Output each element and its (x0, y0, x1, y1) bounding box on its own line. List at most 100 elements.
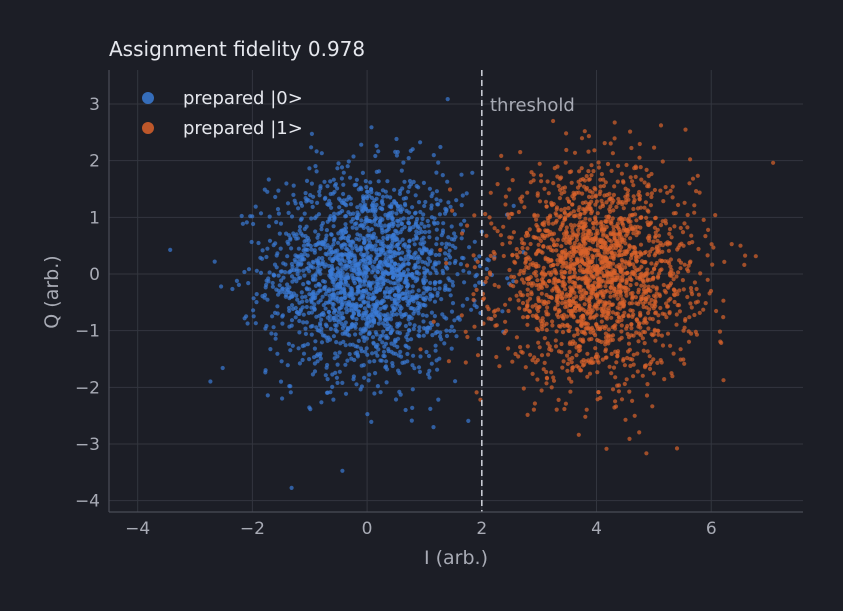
point-series-0 (385, 271, 390, 276)
point-series-0 (410, 387, 415, 392)
point-series-1 (697, 190, 702, 195)
point-series-0 (405, 284, 410, 289)
point-series-0 (236, 282, 241, 287)
point-series-0 (428, 271, 433, 276)
point-series-0 (378, 259, 383, 264)
point-series-1 (488, 190, 493, 195)
point-series-0 (340, 266, 345, 271)
point-series-1 (646, 310, 651, 316)
point-series-1 (575, 331, 580, 337)
point-series-1 (646, 222, 652, 228)
point-series-1 (532, 355, 537, 360)
point-series-0 (484, 266, 489, 272)
point-series-1 (624, 271, 629, 276)
point-series-1 (614, 275, 620, 281)
point-series-1 (584, 185, 590, 191)
point-series-0 (301, 268, 306, 273)
point-series-0 (370, 297, 375, 302)
point-series-0 (391, 275, 396, 280)
point-series-1 (628, 308, 633, 313)
point-series-0 (319, 340, 325, 345)
point-series-1 (600, 324, 605, 329)
point-series-0 (325, 202, 330, 207)
point-series-1 (605, 247, 611, 252)
point-series-1 (557, 323, 562, 329)
point-series-1 (578, 294, 584, 299)
point-series-0 (354, 236, 359, 241)
point-series-1 (651, 357, 656, 362)
point-series-0 (309, 131, 314, 136)
point-series-0 (461, 256, 466, 261)
point-series-1 (613, 399, 618, 404)
point-series-1 (580, 337, 586, 342)
point-series-1 (626, 314, 631, 319)
point-series-1 (496, 307, 501, 312)
point-series-1 (570, 202, 575, 207)
point-series-1 (542, 186, 547, 191)
point-series-0 (446, 252, 451, 257)
point-series-0 (331, 215, 336, 220)
point-series-0 (356, 187, 361, 192)
point-series-1 (553, 344, 559, 349)
point-series-0 (428, 326, 433, 331)
point-series-1 (500, 242, 505, 247)
point-series-1 (646, 284, 651, 289)
point-series-1 (632, 246, 638, 251)
point-series-1 (616, 389, 622, 394)
point-series-0 (421, 319, 426, 324)
point-series-0 (385, 228, 390, 233)
point-series-0 (368, 286, 373, 291)
point-series-1 (598, 257, 603, 262)
point-series-0 (278, 246, 283, 251)
point-series-1 (450, 208, 455, 213)
point-series-1 (565, 323, 570, 328)
point-series-1 (647, 301, 652, 306)
point-series-0 (315, 359, 320, 364)
point-series-0 (323, 291, 328, 297)
point-series-1 (601, 294, 606, 300)
point-series-0 (354, 317, 359, 322)
point-series-1 (611, 198, 616, 203)
point-series-1 (472, 213, 477, 218)
point-series-1 (707, 291, 712, 296)
point-series-0 (469, 307, 474, 312)
point-series-1 (571, 209, 577, 214)
point-series-0 (352, 281, 357, 286)
point-series-1 (617, 337, 622, 342)
point-series-1 (525, 190, 530, 195)
point-series-1 (561, 312, 567, 317)
point-series-0 (444, 328, 449, 333)
point-series-0 (441, 271, 446, 276)
point-series-1 (531, 263, 536, 268)
point-series-0 (335, 240, 341, 245)
point-series-0 (276, 188, 281, 193)
point-series-0 (299, 231, 304, 236)
point-series-1 (595, 397, 600, 402)
point-series-1 (484, 233, 489, 238)
point-series-1 (638, 325, 643, 330)
point-series-0 (420, 216, 425, 221)
point-series-0 (433, 252, 438, 258)
point-series-1 (538, 249, 544, 254)
point-series-0 (355, 210, 360, 215)
point-series-0 (285, 239, 290, 244)
point-series-0 (348, 294, 353, 299)
point-series-0 (417, 369, 422, 374)
point-series-1 (602, 227, 607, 232)
point-series-1 (729, 242, 734, 247)
point-series-1 (666, 248, 672, 253)
point-series-0 (442, 341, 447, 346)
point-series-1 (629, 213, 635, 218)
point-series-1 (495, 182, 500, 187)
point-series-0 (462, 218, 467, 223)
point-series-1 (471, 292, 476, 297)
point-series-0 (301, 351, 307, 356)
point-series-0 (354, 177, 359, 182)
point-series-1 (551, 378, 557, 383)
point-series-1 (605, 271, 611, 276)
point-series-0 (331, 310, 336, 315)
point-series-0 (383, 341, 389, 346)
point-series-0 (439, 297, 444, 302)
point-series-0 (280, 286, 285, 291)
